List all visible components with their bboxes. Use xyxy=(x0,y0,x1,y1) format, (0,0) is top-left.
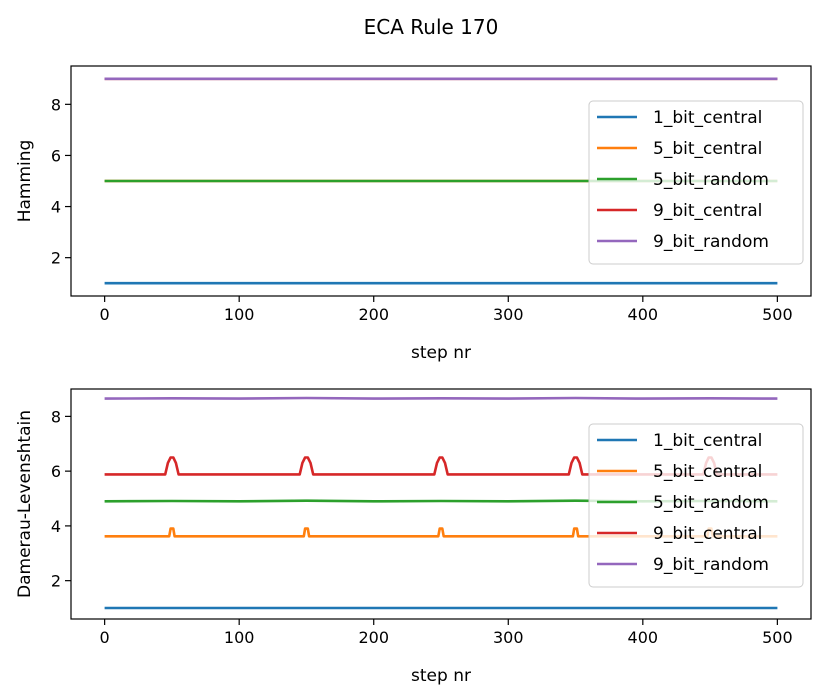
legend-entry: 5_bit_random xyxy=(653,170,769,190)
legend-entry: 5_bit_central xyxy=(653,462,762,482)
legend-entry: 5_bit_central xyxy=(653,139,762,159)
legend-entry: 1_bit_central xyxy=(653,108,762,128)
figure-title: ECA Rule 170 xyxy=(364,15,499,39)
legend-entry: 9_bit_central xyxy=(653,524,762,544)
legend-box xyxy=(588,423,804,588)
y-tick-label: 6 xyxy=(51,462,61,481)
subplot-2: 0 100 200 300 400 500 2 4 6 8 step nr Damerau-Leven… xyxy=(15,388,812,686)
x-tick-label: 400 xyxy=(628,305,659,324)
x-axis-label: step nr xyxy=(411,666,471,686)
legend-box xyxy=(588,100,804,265)
y-tick-label: 2 xyxy=(51,249,61,268)
x-tick-label: 200 xyxy=(358,628,389,647)
legend-entry: 9_bit_random xyxy=(653,232,769,252)
legend: 1_bit_central 5_bit_central 5_bit_random 9_… xyxy=(588,423,804,588)
y-tick-label: 4 xyxy=(51,517,61,536)
x-tick-label: 100 xyxy=(224,305,255,324)
x-tick-label: 500 xyxy=(762,628,793,647)
x-tick-label: 300 xyxy=(493,305,524,324)
legend: 1_bit_central 5_bit_central 5_bit_random 9_… xyxy=(588,100,804,265)
y-axis-label: Damerau-Levenshtain xyxy=(15,410,35,598)
x-tick-label: 300 xyxy=(493,628,524,647)
x-tick-label: 0 xyxy=(100,305,110,324)
plot-frame xyxy=(70,388,812,620)
x-tick-label: 0 xyxy=(100,628,110,647)
legend-entry: 9_bit_random xyxy=(653,555,769,575)
subplot-1: 0 100 200 300 400 500 2 4 6 8 step nr Hamming 1_bit_… xyxy=(15,65,812,363)
x-tick-label: 200 xyxy=(358,305,389,324)
x-tick-label: 500 xyxy=(762,305,793,324)
legend-entry: 1_bit_central xyxy=(653,431,762,451)
x-axis-label: step nr xyxy=(411,343,471,363)
x-tick-label: 400 xyxy=(628,628,659,647)
series-line-9-bit-random xyxy=(104,396,778,400)
x-tick-label: 100 xyxy=(224,628,255,647)
legend-entry: 5_bit_random xyxy=(653,493,769,513)
y-tick-label: 8 xyxy=(51,407,61,426)
y-tick-label: 6 xyxy=(51,146,61,165)
plot-frame xyxy=(70,65,812,297)
y-axis-label: Hamming xyxy=(15,140,35,223)
y-tick-label: 4 xyxy=(51,198,61,217)
y-tick-label: 2 xyxy=(51,572,61,591)
y-tick-label: 8 xyxy=(51,95,61,114)
subplots: 0 100 200 300 400 500 2 4 6 8 step nr Hamming 1_bit_… xyxy=(15,65,812,686)
legend-entry: 9_bit_central xyxy=(653,201,762,221)
